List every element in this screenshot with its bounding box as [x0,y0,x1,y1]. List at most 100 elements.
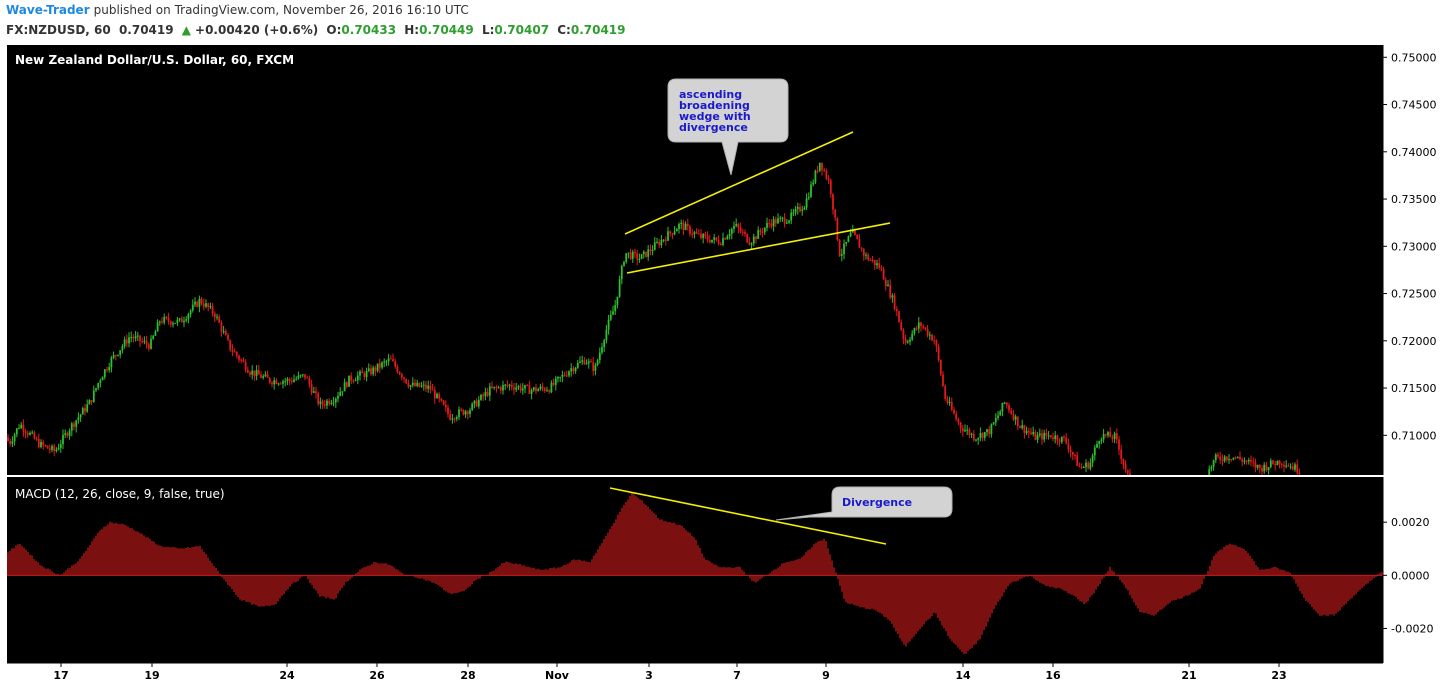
candle-body [552,382,555,385]
wedge-callout[interactable]: ascending broadening wedge with divergen… [667,78,789,176]
candle-body [711,239,713,243]
publish-header: Wave-Trader published on TradingView.com,… [0,0,1440,22]
time-tick-label: 16 [1045,669,1061,682]
macd-divergence-trendline[interactable] [609,487,887,545]
candle-body [1093,447,1096,456]
candle-body [895,309,898,312]
candle-body [66,433,69,436]
candle-body [312,391,315,393]
candle-body [889,284,892,298]
candle-body [207,303,210,308]
price-chart[interactable]: 0.75000 0.74500 0.74000 0.73500 0.73000 0.725… [0,42,1440,689]
candle-body [249,372,251,375]
candle-body [581,360,584,362]
candle-body [143,340,146,342]
candle-body [612,311,614,315]
candle-body [1276,460,1279,466]
candle-body [631,251,634,259]
candle-body [319,401,322,404]
time-tick-label: 26 [369,669,385,682]
candle-body [150,338,152,349]
divergence-callout[interactable]: Divergence [775,486,953,521]
candle-body [660,239,663,246]
candle-body [579,361,581,363]
candle-body [715,237,718,240]
price-axis[interactable]: 0.75000 0.74500 0.74000 0.73500 0.73000 0.725… [1382,45,1437,475]
candle-body [972,433,975,440]
candle-body [416,382,419,386]
wedge-upper-trendline[interactable] [624,131,854,235]
candle-body [1034,432,1037,440]
candle-body [469,410,471,414]
candle-body [266,374,269,378]
candle-body [1267,467,1270,471]
candle-body [1082,466,1085,468]
candle-body [873,260,876,266]
price-tick-label: 0.73000 [1391,240,1437,253]
candle-body [180,318,183,323]
candle-body [246,370,249,373]
time-tick-label: 7 [733,669,741,682]
candle-body [700,233,702,239]
candle-body [1012,413,1015,420]
candle-body [251,370,254,375]
candle-body [675,229,678,232]
candle-body [425,384,427,389]
wedge-lower-trendline[interactable] [626,222,891,274]
candle-body [491,386,493,388]
candle-body [174,322,177,324]
candle-body [893,295,896,310]
candle-body [1256,464,1259,468]
candle-body [858,239,861,248]
candle-body [799,206,801,212]
candle-body [563,374,566,376]
candle-body [634,251,636,254]
macd-axis[interactable]: 0.0020 0.0000 -0.0020 [1382,477,1433,663]
candle-body [1272,460,1274,464]
candle-body [942,374,944,386]
candle-body [757,230,760,240]
candle-body [713,237,716,240]
candle-body [702,234,705,239]
candle-body [337,395,339,399]
open-value: 0.70433 [341,23,397,37]
candle-body [62,434,64,445]
candle-body [1245,460,1248,462]
candle-body [735,223,738,226]
candle-body [275,380,278,384]
candle-body [834,209,837,218]
candle-body [970,433,973,435]
candle-body [18,428,20,430]
candle-body [108,367,111,371]
candle-body [865,254,867,256]
candle-body [1120,449,1123,460]
candle-body [1124,464,1127,471]
candle-body [317,393,320,404]
candle-body [154,331,157,336]
candle-body [1118,439,1120,450]
macd-pane[interactable] [7,477,1383,663]
macd-histogram [7,492,1383,654]
macd-pane-title: MACD (12, 26, close, 9, false, true) [15,487,225,501]
candle-body [664,239,667,241]
candle-body [132,336,135,339]
candle-body [387,358,390,362]
candle-body [308,378,311,385]
candle-body [570,368,573,372]
candle-body [271,382,273,385]
candle-body [125,339,128,344]
candle-body [653,242,656,250]
candle-body [744,232,746,234]
candle-body [442,400,445,405]
candle-body [961,428,964,432]
candle-body [92,390,95,403]
candle-body [605,329,608,341]
time-axis[interactable]: 17 19 24 26 28 Nov 3 7 9 14 16 21 23 [7,662,1383,682]
author-link[interactable]: Wave-Trader [6,3,90,17]
candle-body [176,319,179,323]
symbol-label[interactable]: FX:NZDUSD, 60 [6,23,111,37]
candle-body [1071,451,1074,455]
candle-body [213,313,216,318]
candle-body [326,400,328,406]
candle-body [1298,472,1301,474]
